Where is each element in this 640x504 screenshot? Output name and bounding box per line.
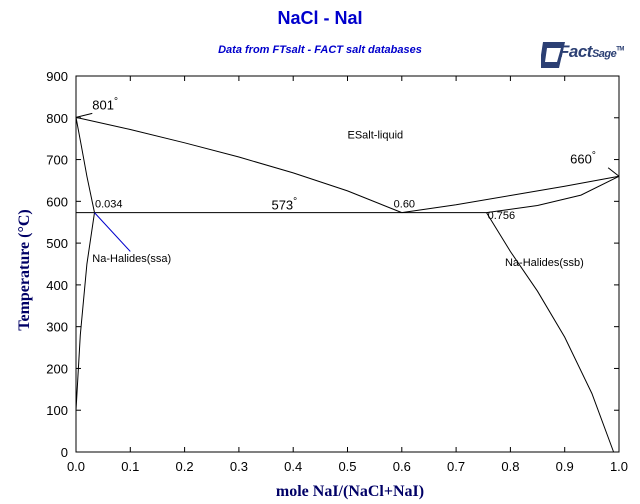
x-tick-label: 0.3 [230, 459, 248, 474]
annotation-text: Na-Halides(ssb) [505, 257, 584, 269]
logo-text-fact: Fact [559, 42, 592, 61]
degree-symbol: ° [114, 96, 118, 107]
x-tick-label: 1.0 [610, 459, 628, 474]
annotation-label: 0.60 [394, 199, 415, 211]
phase-boundary-line-1 [75, 116, 402, 214]
annotation-label: 660° [570, 151, 596, 167]
annotation-text: 801 [92, 97, 114, 112]
y-tick-label: 100 [46, 403, 68, 418]
degree-symbol: ° [293, 197, 297, 208]
x-tick-label: 0.2 [176, 459, 194, 474]
x-axis-label: mole NaI/(NaCl+NaI) [276, 483, 424, 500]
annotation-label: 0.756 [488, 210, 516, 222]
x-tick-label: 0.1 [121, 459, 139, 474]
y-tick-label: 600 [46, 194, 68, 209]
phase-boundary-line-6 [486, 212, 615, 453]
annotation-label: Na-Halides(ssb) [505, 257, 584, 269]
x-tick-label: 0.7 [447, 459, 465, 474]
tick-layer: 0.0 0.1 0.2 0.3 0.4 0.5 0.6 0.7 0.8 0.9 1.0 0 100 200… [46, 69, 628, 474]
phase-boundary-line-3 [75, 117, 95, 213]
x-tick-label: 0.4 [284, 459, 302, 474]
annotation-label: 801° [92, 96, 118, 112]
leader-660 [607, 167, 620, 177]
annotation-text: ESalt-liquid [348, 130, 404, 142]
logo-mark-icon [541, 42, 565, 68]
y-axis-label: Temperature (°C) [16, 209, 33, 330]
annotation-text: Na-Halides(ssa) [92, 253, 171, 265]
x-tick-label: 0.6 [393, 459, 411, 474]
leader-801 [75, 112, 93, 118]
y-tick-label: 700 [46, 153, 68, 168]
x-tick-label: 0.8 [501, 459, 519, 474]
y-tick-label: 800 [46, 111, 68, 126]
y-tick-label: 500 [46, 236, 68, 251]
annotation-layer: 801°660°573°0.034 0.600.756ESalt-liquidNa… [75, 96, 620, 269]
annotation-text: 0.756 [488, 210, 516, 222]
factsage-logo: FactSageTM [541, 38, 631, 74]
annotation-text: 0.60 [394, 199, 415, 211]
annotation-text: 573 [271, 198, 293, 213]
leader-ssa [94, 212, 131, 252]
annotation-text: 0.034 [95, 199, 123, 211]
annotation-text: 660 [570, 152, 592, 167]
degree-symbol: ° [592, 151, 596, 162]
series-layer [75, 116, 620, 453]
annotation-label: 0.034 [95, 199, 123, 211]
chart-subtitle: Data from FTsalt - FACT salt databases [218, 44, 422, 56]
chart-title: NaCl - NaI [277, 8, 363, 28]
logo-text: FactSageTM [559, 42, 624, 62]
y-tick-label: 200 [46, 361, 68, 376]
phase-boundary-line-4 [75, 212, 95, 411]
annotation-label: ESalt-liquid [348, 130, 404, 142]
logo-trademark: TM [616, 46, 624, 53]
x-tick-label: 0.0 [67, 459, 85, 474]
y-tick-label: 900 [46, 69, 68, 84]
y-tick-label: 300 [46, 320, 68, 335]
phase-boundary-line-2 [401, 175, 620, 214]
phase-boundary-line-5 [486, 175, 620, 214]
annotation-label: Na-Halides(ssa) [92, 253, 171, 265]
logo-text-sage: Sage [591, 48, 617, 60]
x-tick-label: 0.5 [338, 459, 356, 474]
y-tick-label: 0 [61, 445, 68, 460]
y-tick-label: 400 [46, 278, 68, 293]
x-tick-label: 0.9 [556, 459, 574, 474]
annotation-label: 573° [271, 197, 297, 213]
